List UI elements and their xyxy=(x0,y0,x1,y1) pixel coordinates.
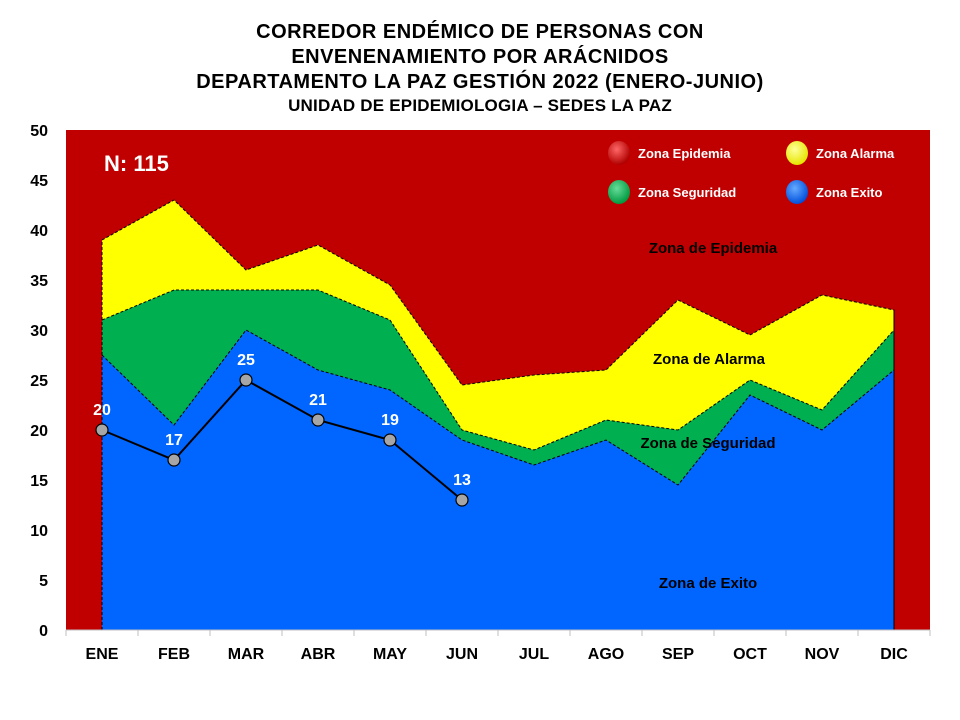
x-tick-label: ABR xyxy=(301,646,336,663)
y-tick-label: 50 xyxy=(30,123,48,140)
zona-exito-area xyxy=(101,329,895,631)
cases-2022-data-label: 21 xyxy=(309,392,327,409)
y-tick-label: 15 xyxy=(30,473,48,490)
y-tick-label: 10 xyxy=(30,523,48,540)
cases-2022-point xyxy=(311,413,325,427)
x-tick-label: ENE xyxy=(86,646,119,663)
cases-2022-data-label: 20 xyxy=(93,402,111,419)
y-tick-label: 40 xyxy=(30,223,48,240)
x-tick-label: MAY xyxy=(373,646,407,663)
legend-epidemia-marker xyxy=(608,141,630,165)
y-tick-label: 0 xyxy=(39,623,48,640)
zona-alarma-label: Zona de Alarma xyxy=(653,351,766,368)
zona-seguridad-label: Zona de Seguridad xyxy=(640,435,775,452)
cases-2022-point xyxy=(167,453,181,467)
legend-alarma-label: Zona Alarma xyxy=(816,146,895,161)
n-total-label: N: 115 xyxy=(104,151,169,176)
y-tick-label: 35 xyxy=(30,273,48,290)
legend-seguridad-label: Zona Seguridad xyxy=(638,185,736,200)
cases-2022-data-label: 19 xyxy=(381,412,399,429)
cases-2022-point xyxy=(95,423,109,437)
legend-exito-label: Zona Exito xyxy=(816,185,883,200)
title-line-3: DEPARTAMENTO LA PAZ GESTIÓN 2022 (ENERO-… xyxy=(196,71,764,93)
cases-2022-point xyxy=(383,433,397,447)
title-line-4: UNIDAD DE EPIDEMIOLOGIA – SEDES LA PAZ xyxy=(288,96,672,115)
x-tick-label: FEB xyxy=(158,646,190,663)
x-tick-label: OCT xyxy=(733,646,767,663)
zona-epidemia-label: Zona de Epidemia xyxy=(649,240,778,257)
title-line-2: ENVENENAMIENTO POR ARÁCNIDOS xyxy=(291,46,669,68)
title-line-1: CORREDOR ENDÉMICO DE PERSONAS CON xyxy=(256,21,704,43)
y-tick-label: 30 xyxy=(30,323,48,340)
zona-exito-label: Zona de Exito xyxy=(659,575,757,592)
cases-2022-data-label: 17 xyxy=(165,432,183,449)
chart-title: CORREDOR ENDÉMICO DE PERSONAS CON ENVENE… xyxy=(0,20,960,117)
y-tick-label: 45 xyxy=(30,173,48,190)
legend-exito-marker xyxy=(786,180,808,204)
x-tick-label: AGO xyxy=(588,646,624,663)
y-tick-label: 25 xyxy=(30,373,48,390)
x-tick-label: JUL xyxy=(519,646,549,663)
legend-seguridad-marker xyxy=(608,180,630,204)
y-tick-label: 20 xyxy=(30,423,48,440)
x-tick-label: NOV xyxy=(805,646,840,663)
cases-2022-data-label: 13 xyxy=(453,472,471,489)
legend-alarma-marker xyxy=(786,141,808,165)
x-tick-label: DIC xyxy=(880,646,908,663)
cases-2022-point xyxy=(239,373,253,387)
legend: Zona Epidemia Zona Alarma Zona Seguridad… xyxy=(608,141,895,204)
cases-2022-line xyxy=(101,378,463,501)
x-tick-label: JUN xyxy=(446,646,478,663)
legend-epidemia-label: Zona Epidemia xyxy=(638,146,731,161)
cases-2022-data-label: 25 xyxy=(237,352,255,369)
x-tick-label: SEP xyxy=(662,646,694,663)
x-tick-label: MAR xyxy=(228,646,265,663)
cases-2022-point xyxy=(455,493,469,507)
y-tick-label: 5 xyxy=(39,573,48,590)
